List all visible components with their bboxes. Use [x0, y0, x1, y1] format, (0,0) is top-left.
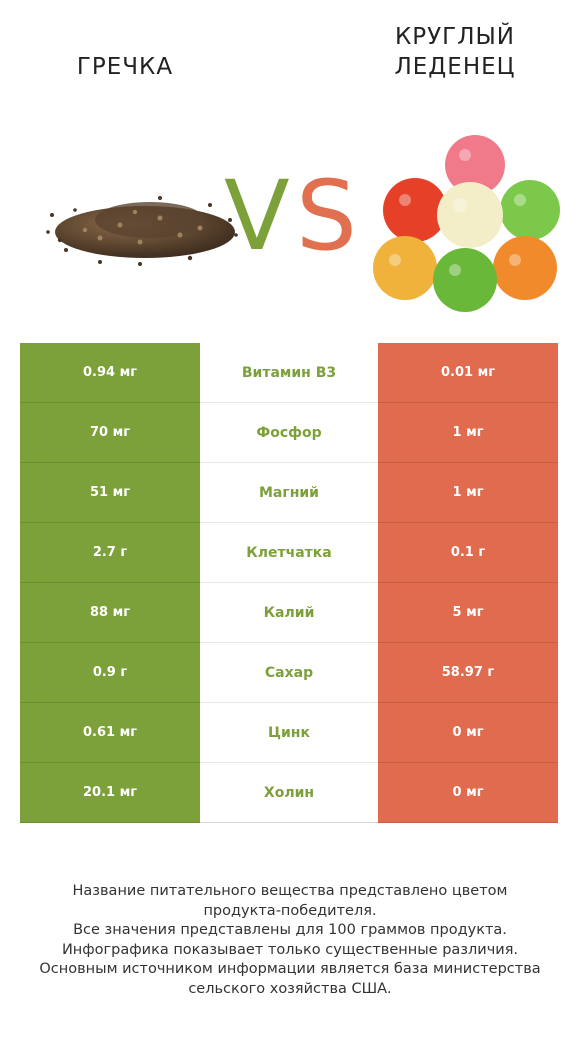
footer-line: Все значения представлены для 100 граммо… [73, 922, 507, 938]
table-row: 2.7 г Клетчатка 0.1 г [20, 523, 558, 583]
candy-pink [445, 135, 505, 195]
right-value: 0.1 г [378, 523, 558, 583]
footer-line: продукта-победителя. [203, 902, 377, 919]
footer-notes: Название питательного вещества представл… [20, 882, 560, 999]
left-value: 0.9 г [20, 643, 200, 703]
right-value: 58.97 г [378, 643, 558, 703]
footer-line: Основным источником информации является … [39, 961, 541, 977]
left-product-title: ГРЕЧКА [76, 54, 174, 80]
table-row: 20.1 мг Холин 0 мг [20, 763, 558, 823]
left-value: 0.94 мг [20, 343, 200, 403]
table-row: 0.9 г Сахар 58.97 г [20, 643, 558, 703]
table-row: 0.61 мг Цинк 0 мг [20, 703, 558, 763]
buckwheat-highlights [82, 209, 203, 245]
sugar-sparkles [389, 149, 526, 276]
candy-lime [500, 180, 560, 240]
comparison-table: 0.94 мг Витамин B3 0.01 мг 70 мг Фосфор 1 мг 5… [20, 343, 558, 823]
nutrient-name: Клетчатка [200, 523, 378, 583]
right-value: 1 мг [378, 403, 558, 463]
candy-red [383, 178, 447, 242]
footer-line: Инфографика показывает только существенн… [61, 941, 519, 958]
footer-line: сельского хозяйства США. [188, 980, 392, 997]
buckwheat-image [46, 196, 238, 266]
nutrient-name: Фосфор [200, 403, 378, 463]
table-row: 51 мг Магний 1 мг [20, 463, 558, 523]
right-title-line1: КРУГЛЫЙ [394, 24, 516, 50]
table-row: 70 мг Фосфор 1 мг [20, 403, 558, 463]
buckwheat-pile-top [95, 202, 205, 238]
candy-white [437, 182, 503, 248]
vs-letter-s: S [296, 160, 357, 272]
table-row: 0.94 мг Витамин B3 0.01 мг [20, 343, 558, 403]
nutrient-name: Магний [200, 463, 378, 523]
right-value: 5 мг [378, 583, 558, 643]
jelly-candy-image [373, 135, 560, 312]
left-value: 70 мг [20, 403, 200, 463]
vs-letter-v: V [224, 160, 290, 272]
buckwheat-grains [46, 196, 238, 266]
right-value: 0 мг [378, 703, 558, 763]
candy-orange [493, 236, 557, 300]
nutrient-name: Холин [200, 763, 378, 823]
nutrient-name: Сахар [200, 643, 378, 703]
nutrient-name: Витамин B3 [200, 343, 378, 403]
table-row: 88 мг Калий 5 мг [20, 583, 558, 643]
right-value: 0 мг [378, 763, 558, 823]
right-product-title: КРУГЛЫЙ ЛЕДЕНЕЦ [370, 22, 540, 82]
left-value: 2.7 г [20, 523, 200, 583]
right-title-line2: ЛЕДЕНЕЦ [394, 54, 516, 80]
right-value: 0.01 мг [378, 343, 558, 403]
right-value: 1 мг [378, 463, 558, 523]
left-value: 88 мг [20, 583, 200, 643]
left-value: 20.1 мг [20, 763, 200, 823]
left-value: 51 мг [20, 463, 200, 523]
candy-yellow [373, 236, 437, 300]
nutrient-name: Калий [200, 583, 378, 643]
nutrient-name: Цинк [200, 703, 378, 763]
left-value: 0.61 мг [20, 703, 200, 763]
footer-line: Название питательного вещества представл… [72, 883, 508, 899]
candy-green [433, 248, 497, 312]
